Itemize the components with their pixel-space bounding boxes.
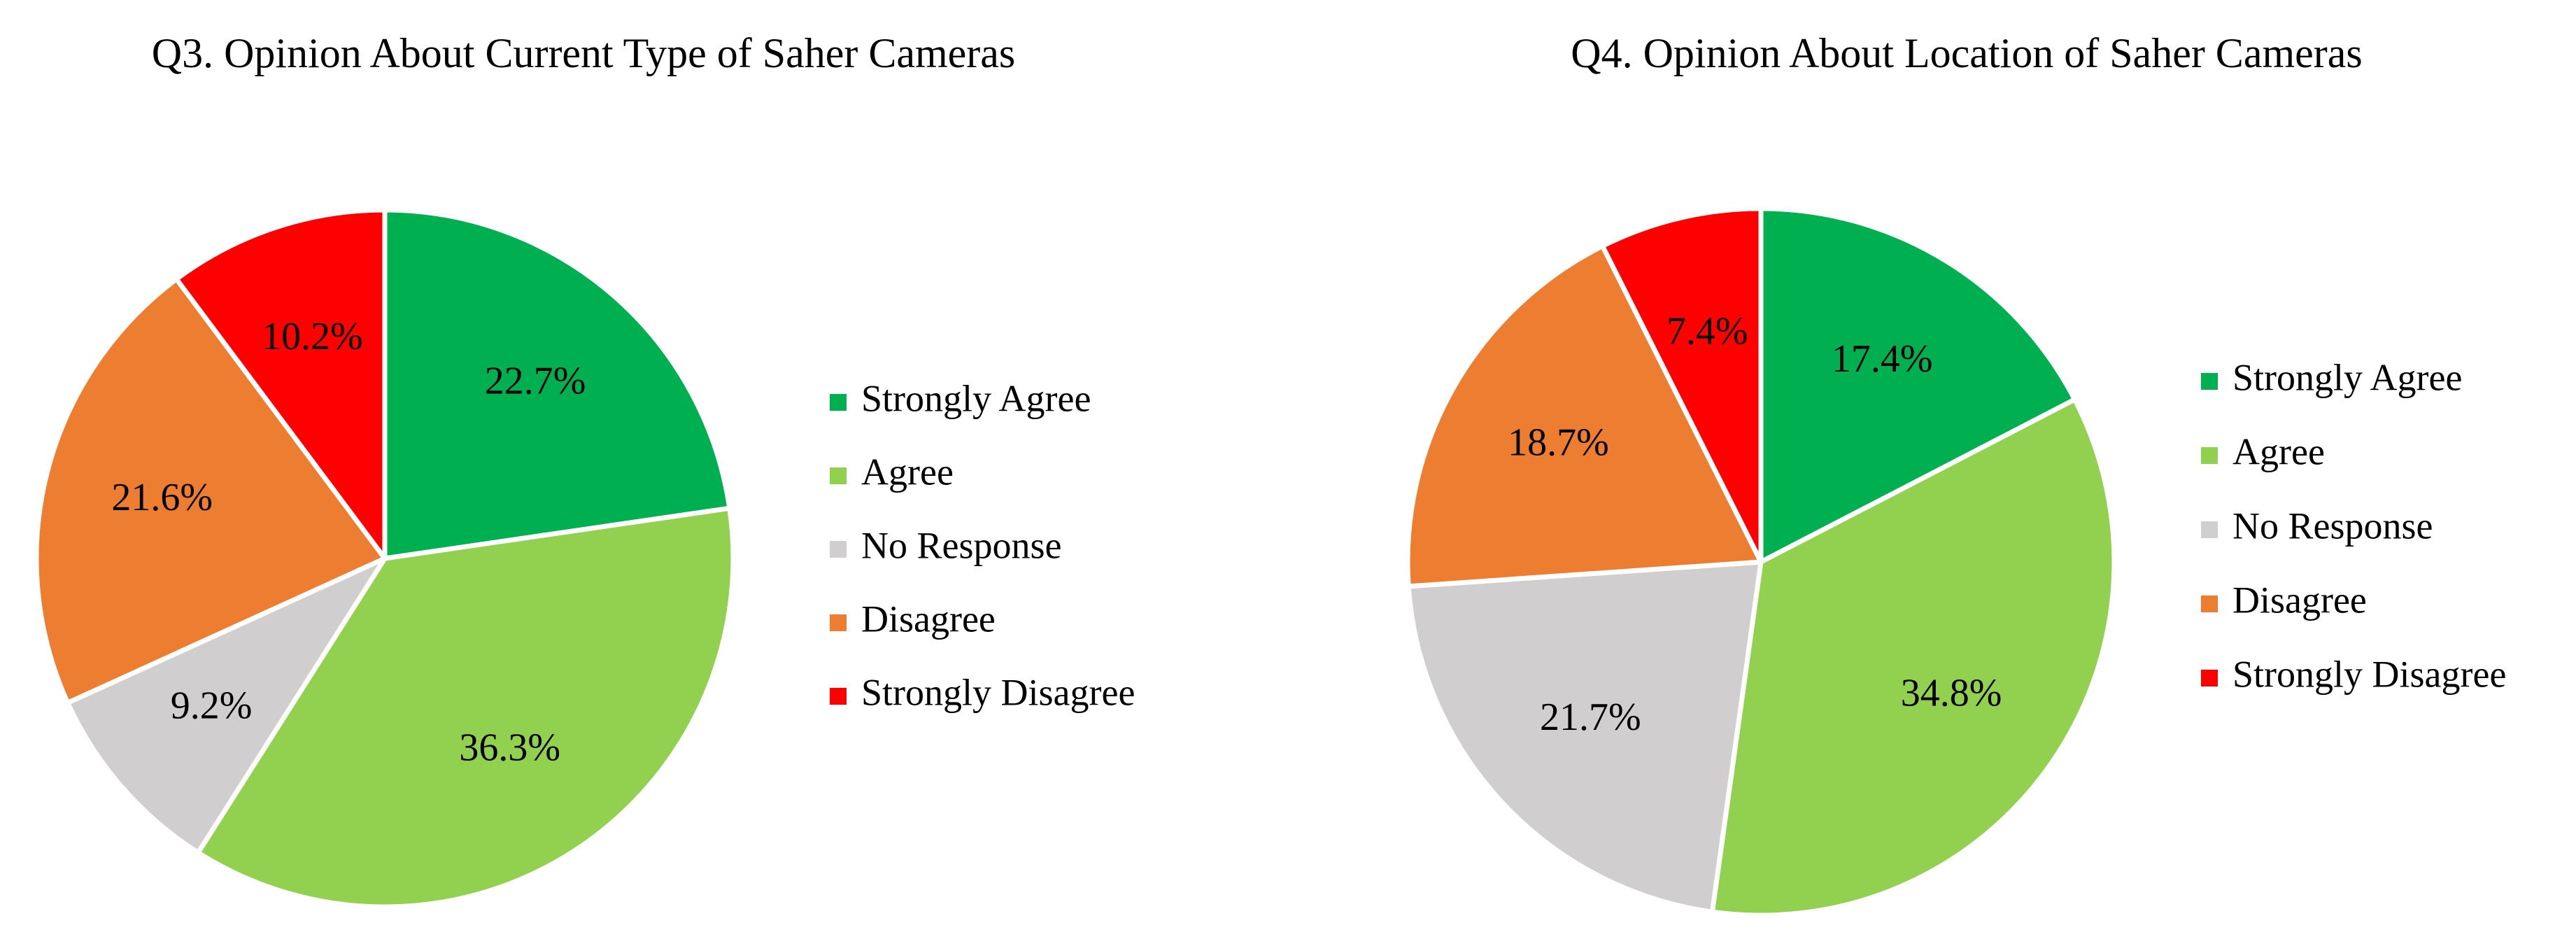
pie-slice [1709,397,2117,918]
legend-swatch [2201,596,2218,612]
legend-label: No Response [861,524,1061,566]
legend-label: Strongly Agree [861,377,1091,419]
data-label: 36.3% [459,726,560,770]
data-label: 21.7% [1540,696,1641,739]
legend-label: Strongly Disagree [2232,653,2506,695]
legend-swatch [830,614,847,631]
legend-label: Agree [2232,430,2325,472]
legend-swatch [830,467,847,484]
pie-slice [1406,559,1764,915]
data-label: 10.2% [262,315,363,358]
legend-swatch [2201,670,2218,686]
data-label: 22.7% [485,359,586,402]
legend-swatch [2201,521,2218,538]
legend-label: Strongly Agree [2232,356,2462,398]
data-label: 18.7% [1508,421,1609,465]
data-label: 17.4% [1832,337,1933,381]
pie-slice [65,556,388,855]
legend-label: Disagree [2232,579,2367,621]
legend-label: Disagree [861,598,996,640]
legend-label: No Response [2232,505,2433,547]
legend-swatch [2201,447,2218,464]
legend-swatch [830,394,847,411]
pie-slice [382,207,733,561]
data-label: 7.4% [1666,310,1748,353]
legend-swatch [2201,373,2218,390]
pie-slice [174,207,388,561]
data-label: 21.6% [111,476,213,519]
chart-title: Q4. Opinion About Location of Saher Came… [1571,30,2362,76]
legend-label: Strongly Disagree [861,671,1135,713]
pie-slice [1600,206,1764,565]
chart-title: Q3. Opinion About Current Type of Saher … [152,30,1015,76]
legend-swatch [830,541,847,558]
pie-slice [34,276,388,705]
data-label: 34.8% [1901,671,2002,714]
pie-slice [1758,206,2078,565]
data-label: 9.2% [171,684,253,728]
pie-slice [195,505,736,910]
pie-slice [1405,244,1764,589]
legend-swatch [830,688,847,705]
legend-label: Agree [861,451,954,493]
